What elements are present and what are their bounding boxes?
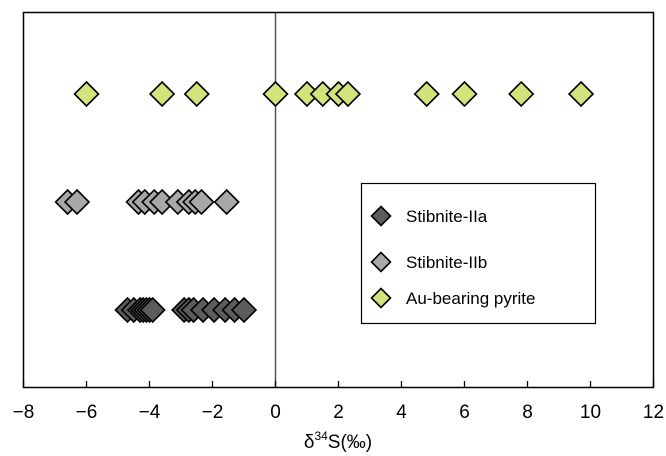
x-tick-label: 4	[396, 402, 407, 423]
x-tick-label: 0	[270, 402, 281, 423]
plot-frame	[22, 11, 655, 389]
data-point	[230, 296, 258, 324]
data-point	[148, 80, 176, 108]
x-tick-label: 6	[459, 402, 470, 423]
data-point	[567, 80, 595, 108]
x-tick-label: 8	[522, 402, 533, 423]
x-tick-label: 2	[333, 402, 344, 423]
x-tick-label: −6	[76, 402, 98, 423]
legend-label: Stibnite-IIa	[406, 207, 488, 226]
legend-marker	[370, 205, 392, 227]
x-tick-label: 10	[580, 402, 601, 423]
data-point	[262, 80, 289, 108]
x-tick-label: −2	[202, 402, 224, 423]
data-point	[334, 80, 362, 108]
data-point	[413, 80, 440, 108]
data-point	[73, 80, 100, 108]
data-point	[139, 296, 166, 324]
x-tick-label: −4	[139, 402, 161, 423]
data-point	[508, 80, 535, 108]
x-axis-ticks: −8 −6 −4 −2 0 2 4 6 8 10 12	[13, 381, 664, 423]
data-point	[183, 80, 210, 108]
x-tick-label: −8	[13, 402, 35, 423]
legend-label: Stibnite-IIb	[406, 253, 487, 272]
legend-marker	[370, 251, 392, 273]
legend-marker	[370, 287, 392, 309]
data-point	[451, 80, 478, 108]
data-points	[54, 80, 595, 324]
data-point	[63, 188, 91, 216]
data-point	[213, 188, 240, 216]
x-tick-label: 12	[643, 402, 664, 423]
data-point	[188, 188, 215, 216]
legend-box	[360, 182, 597, 325]
x-axis-title: δ34S(‰)	[304, 429, 372, 453]
legend-label: Au-bearing pyrite	[406, 289, 535, 308]
legend: Stibnite-IIa Stibnite-IIb Au-bearing pyrit…	[360, 182, 597, 325]
